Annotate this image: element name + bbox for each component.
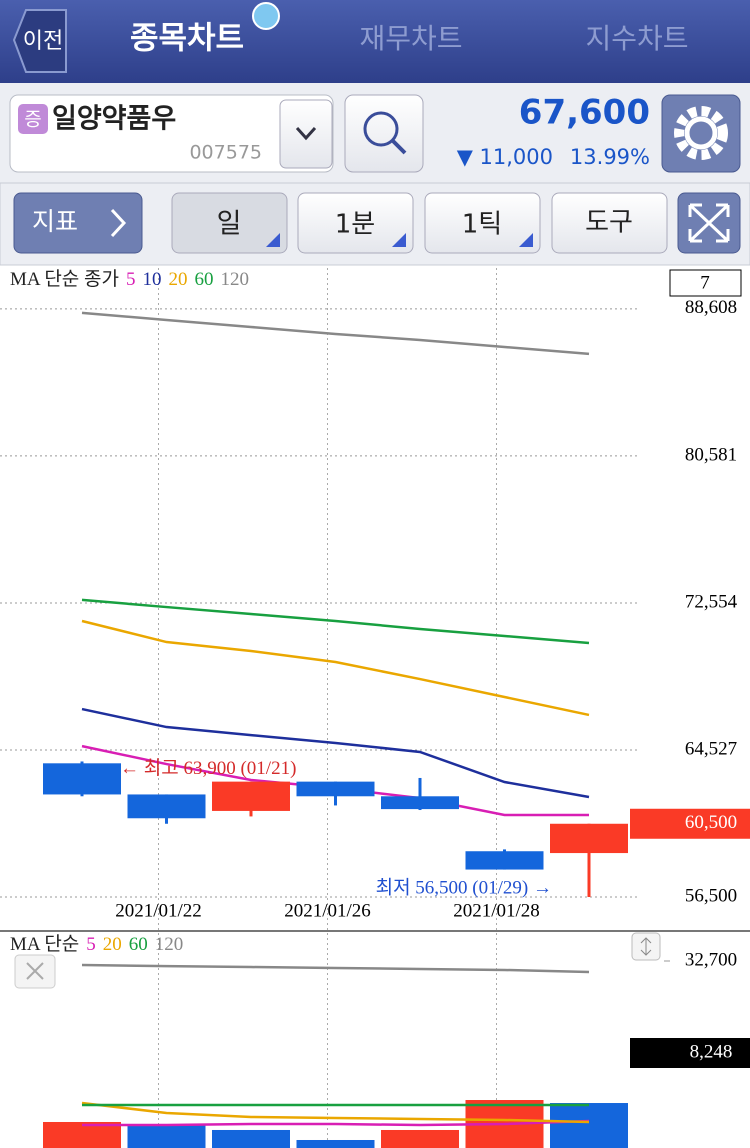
period-button[interactable]: [171, 192, 288, 254]
y-tick-label: 80,581: [685, 444, 737, 465]
legend-item: 120: [221, 269, 250, 290]
legend-item: 60: [195, 269, 214, 290]
legend-item: 5: [86, 934, 96, 955]
candle-body: [43, 763, 121, 795]
back-button[interactable]: [12, 9, 67, 73]
legend-item: 120: [155, 934, 184, 955]
volume-bar: [296, 1139, 375, 1148]
x-tick-label: 2021/01/26: [284, 900, 371, 921]
ma-line: [82, 1119, 590, 1127]
tab[interactable]: 재무차트: [359, 22, 462, 55]
ma-line: [81, 707, 590, 799]
candle-body: [550, 823, 628, 854]
count-label: 7: [700, 272, 710, 293]
y-tick-label: 88,608: [685, 297, 737, 318]
count-box: [669, 269, 742, 297]
price: 67,600: [519, 93, 650, 133]
resize-icon: [640, 937, 652, 956]
x-tick-label: 2021/01/22: [115, 900, 202, 921]
dropdown-icon: [295, 126, 317, 141]
low-annotation: 최저 56,500 (01/29) →: [376, 876, 552, 898]
tab[interactable]: 지수차트: [585, 22, 688, 55]
candle-body: [127, 794, 206, 819]
tab-icon: [252, 2, 280, 30]
current-badge: [630, 808, 750, 839]
search-icon: [363, 111, 399, 147]
tick-button[interactable]: [424, 192, 541, 254]
close-icon: [26, 962, 44, 980]
candle-body: [212, 781, 290, 811]
candle-body: [465, 851, 544, 870]
ma-line: [81, 1101, 590, 1124]
legend-item: 10: [143, 269, 162, 290]
legend: MA 단순 5 20 60 120: [10, 933, 183, 955]
volume-bar: [127, 1125, 206, 1148]
legend-item: MA 단순: [10, 933, 79, 955]
volume-bar: [550, 1103, 628, 1148]
last-volume-label: 8,248: [690, 1041, 733, 1062]
tick-label[interactable]: 1틱: [462, 210, 502, 240]
corner: [392, 233, 406, 247]
legend-item: 20: [169, 269, 188, 290]
period-label[interactable]: 일: [217, 209, 242, 240]
last-volume-badge: [630, 1038, 750, 1068]
badge-label: 증: [24, 109, 41, 131]
back-label[interactable]: 이전: [23, 29, 63, 54]
legend-item: MA 단순 종가: [10, 268, 119, 290]
corner: [519, 233, 533, 247]
tools-button[interactable]: [551, 192, 668, 254]
badge: [18, 104, 48, 134]
ma-line: [81, 963, 590, 974]
settings-button[interactable]: [661, 94, 741, 173]
indicator-label[interactable]: 지표: [32, 207, 78, 236]
y-tick-label: 56,500: [685, 885, 737, 906]
candle-body: [381, 796, 459, 810]
candle-body: [296, 781, 375, 797]
stock-code: 007575: [189, 142, 262, 164]
x-tick-label: 2021/01/28: [453, 900, 540, 921]
ma-line: [81, 598, 590, 645]
legend-item: 20: [103, 934, 122, 955]
dropdown[interactable]: [279, 99, 333, 169]
current-label: 60,500: [685, 812, 737, 833]
minute-label[interactable]: 1분: [335, 210, 375, 240]
volume-bar: [212, 1129, 290, 1148]
stock-name: 일양약품우: [52, 104, 176, 135]
header-bar: [0, 0, 750, 83]
indicator-button[interactable]: [13, 192, 143, 254]
change-rate: 13.99%: [570, 145, 650, 169]
chevron: [110, 208, 127, 238]
search-button[interactable]: [344, 94, 424, 173]
chart-area: [0, 266, 750, 1148]
settings-icon: [684, 116, 718, 150]
minute-button[interactable]: [297, 192, 414, 254]
ma-line: [81, 311, 590, 356]
y-tick-label: 72,554: [685, 591, 738, 612]
legend-item: 60: [129, 934, 148, 955]
y-tick-label: 64,527: [685, 738, 737, 759]
volume-bar: [43, 1121, 121, 1148]
search-icon: [391, 139, 407, 155]
corner: [266, 233, 280, 247]
expand-icon: [688, 203, 730, 243]
ma-line: [81, 619, 590, 717]
legend: MA 단순 종가 5 10 20 60 120: [10, 268, 249, 290]
stock-box[interactable]: [9, 94, 334, 173]
tab-active[interactable]: 종목차트: [130, 21, 244, 57]
settings-icon: [674, 106, 728, 160]
legend-item: 5: [126, 269, 136, 290]
volume-bar: [381, 1129, 459, 1148]
y-tick-label: 32,700: [685, 949, 737, 970]
tools-label[interactable]: 도구: [585, 208, 633, 238]
high-annotation: ← 최고 63,900 (01/21): [120, 757, 296, 779]
change: ▼ 11,000: [457, 145, 553, 169]
